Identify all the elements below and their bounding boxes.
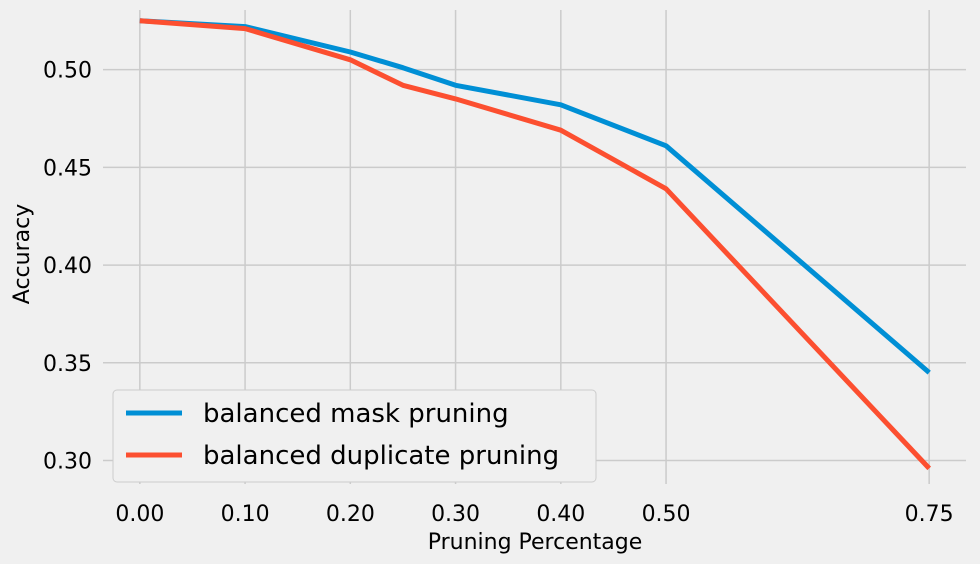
legend: balanced mask pruning balanced duplicate … [112, 389, 597, 483]
x-tick-labels: 0.00 0.10 0.20 0.30 0.40 0.50 0.75 [115, 502, 953, 527]
y-tick-label: 0.50 [43, 59, 92, 84]
y-axis-label: Accuracy [10, 204, 35, 304]
legend-label: balanced mask pruning [203, 399, 509, 429]
x-tick-label: 0.30 [431, 502, 480, 527]
x-axis-label: Pruning Percentage [428, 530, 643, 555]
y-tick-label: 0.45 [43, 156, 92, 181]
x-tick-label: 0.00 [115, 502, 164, 527]
y-tick-label: 0.30 [43, 450, 92, 475]
x-tick-label: 0.10 [221, 502, 270, 527]
series-line-2 [139, 18, 932, 471]
series-line-1 [139, 18, 931, 375]
x-tick-label: 0.40 [536, 502, 585, 527]
legend-label: balanced duplicate pruning [203, 441, 559, 471]
legend-box [112, 389, 597, 483]
x-tick-label: 0.75 [905, 502, 954, 527]
y-tick-label: 0.35 [43, 352, 92, 377]
x-tick-label: 0.50 [642, 502, 691, 527]
y-tick-label: 0.40 [43, 254, 92, 279]
x-tick-label: 0.20 [326, 502, 375, 527]
y-tick-labels: 0.30 0.35 0.40 0.45 0.50 [43, 59, 92, 475]
series-lines [139, 18, 932, 471]
